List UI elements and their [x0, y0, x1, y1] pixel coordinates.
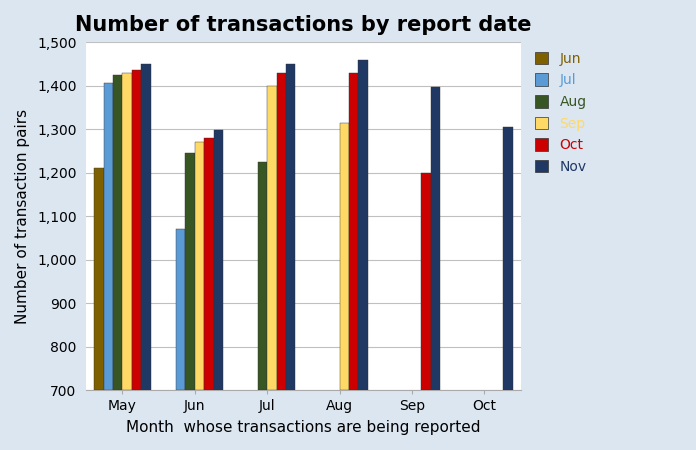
Bar — [104, 83, 113, 390]
Bar — [176, 229, 185, 390]
Bar — [214, 130, 223, 390]
Bar — [349, 72, 358, 390]
Legend: Jun, Jul, Aug, Sep, Oct, Nov: Jun, Jul, Aug, Sep, Oct, Nov — [532, 49, 590, 177]
Bar — [141, 64, 151, 390]
Bar — [358, 59, 367, 390]
Bar — [340, 122, 349, 390]
Title: Number of transactions by report date: Number of transactions by report date — [75, 15, 532, 35]
Bar — [94, 168, 104, 390]
Bar — [431, 87, 440, 390]
Bar — [276, 72, 286, 390]
X-axis label: Month  whose transactions are being reported: Month whose transactions are being repor… — [126, 420, 481, 435]
Bar — [286, 64, 295, 390]
Bar — [195, 142, 204, 390]
Bar — [503, 127, 512, 390]
Bar — [204, 138, 214, 390]
Bar — [185, 153, 195, 390]
Bar — [421, 173, 431, 390]
Bar — [132, 70, 141, 390]
Bar — [258, 162, 267, 390]
Bar — [113, 75, 122, 390]
Bar — [122, 72, 132, 390]
Y-axis label: Number of transaction pairs: Number of transaction pairs — [15, 108, 30, 324]
Bar — [267, 86, 276, 390]
